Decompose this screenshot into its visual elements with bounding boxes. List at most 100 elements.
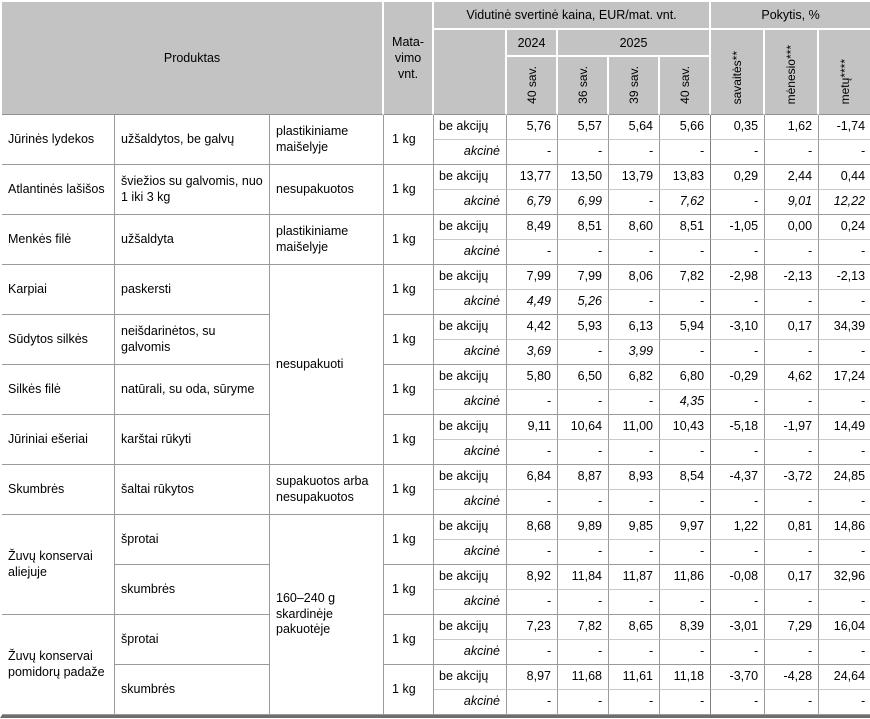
- value-cell: -: [507, 440, 559, 465]
- value-cell: -: [609, 640, 661, 665]
- value-cell: -: [660, 590, 712, 615]
- value-cell: -: [660, 490, 712, 515]
- value-cell: 32,96: [819, 565, 870, 590]
- value-cell: 5,64: [609, 115, 661, 140]
- product-desc-cell: skumbrės: [115, 565, 270, 615]
- value-cell: 13,83: [660, 165, 712, 190]
- price-type-label: akcinė: [434, 540, 508, 565]
- col-header-vidutine-kaina: Vidutinė svertinė kaina, EUR/mat. vnt.: [434, 2, 712, 30]
- product-row-promo-price: akcinė - - - - - - -: [2, 240, 870, 265]
- product-name-cell: Žuvų konservai pomidorų padaže: [2, 615, 115, 715]
- col-header-week-2024-40: 40 sav.: [507, 57, 559, 115]
- value-cell: -: [765, 440, 820, 465]
- value-cell: -: [507, 490, 559, 515]
- value-cell: 7,82: [558, 615, 610, 640]
- value-cell: 3,99: [609, 340, 661, 365]
- unit-cell: 1 kg: [384, 165, 435, 215]
- product-name-cell: Jūrinės lydekos: [2, 115, 115, 165]
- value-cell: -2,13: [765, 265, 820, 290]
- value-cell: -: [711, 590, 766, 615]
- value-cell: 11,86: [660, 565, 712, 590]
- price-type-label: be akcijų: [434, 115, 508, 140]
- col-header-pokytis-savaites: savaitės**: [711, 30, 766, 115]
- value-cell: 8,93: [609, 465, 661, 490]
- product-name-cell: Karpiai: [2, 265, 115, 315]
- value-cell: 7,82: [660, 265, 712, 290]
- week-label: 40 sav.: [677, 66, 692, 104]
- value-cell: 14,49: [819, 415, 870, 440]
- product-desc-cell: natūrali, su oda, sūryme: [115, 365, 270, 415]
- packaging-cell: supakuotos arba nesupakuotos: [270, 465, 385, 515]
- value-cell: 4,42: [507, 315, 559, 340]
- value-cell: -: [558, 490, 610, 515]
- value-cell: -: [609, 440, 661, 465]
- value-cell: -2,13: [819, 265, 870, 290]
- unit-cell: 1 kg: [384, 465, 435, 515]
- value-cell: 24,85: [819, 465, 870, 490]
- value-cell: -: [609, 690, 661, 715]
- value-cell: -: [765, 290, 820, 315]
- value-cell: -: [711, 440, 766, 465]
- value-cell: -: [609, 490, 661, 515]
- value-cell: -3,70: [711, 665, 766, 690]
- product-desc-cell: šprotai: [115, 515, 270, 565]
- value-cell: -3,72: [765, 465, 820, 490]
- value-cell: -: [507, 240, 559, 265]
- value-cell: 8,87: [558, 465, 610, 490]
- value-cell: -: [819, 540, 870, 565]
- value-cell: -: [609, 540, 661, 565]
- price-type-label: akcinė: [434, 390, 508, 415]
- value-cell: -4,28: [765, 665, 820, 690]
- unit-cell: 1 kg: [384, 315, 435, 365]
- value-cell: -: [711, 540, 766, 565]
- price-type-label: be akcijų: [434, 515, 508, 540]
- value-cell: 11,00: [609, 415, 661, 440]
- value-cell: 13,77: [507, 165, 559, 190]
- value-cell: 16,04: [819, 615, 870, 640]
- packaging-cell: plastikiniame maišelyje: [270, 115, 385, 165]
- product-desc-cell: užšaldyta: [115, 215, 270, 265]
- value-cell: 11,68: [558, 665, 610, 690]
- product-row-promo-price: akcinė 6,79 6,99-7,62-9,01 12,22: [2, 190, 870, 215]
- value-cell: 1,62: [765, 115, 820, 140]
- value-cell: -2,98: [711, 265, 766, 290]
- price-type-label: akcinė: [434, 690, 508, 715]
- product-row-regular-price: Žuvų konservai aliejuje šprotai 160–240 g …: [2, 515, 870, 715]
- value-cell: -: [711, 690, 766, 715]
- packaging-cell: plastikiniame maišelyje: [270, 215, 385, 265]
- value-cell: -: [609, 190, 661, 215]
- value-cell: 14,86: [819, 515, 870, 540]
- value-cell: -: [711, 240, 766, 265]
- pokytis-savaites-label: savaitės**: [730, 50, 745, 104]
- value-cell: 0,35: [711, 115, 766, 140]
- value-cell: 11,61: [609, 665, 661, 690]
- value-cell: 6,13: [609, 315, 661, 340]
- price-type-label: be akcijų: [434, 315, 508, 340]
- product-row-regular-price: skumbrės 1 kg be akcijų 8,92 11,84 11,87 11,86…: [2, 565, 870, 615]
- value-cell: -: [711, 390, 766, 415]
- value-cell: 6,82: [609, 365, 661, 390]
- value-cell: 5,94: [660, 315, 712, 340]
- value-cell: 17,24: [819, 365, 870, 390]
- value-cell: -5,18: [711, 415, 766, 440]
- value-cell: -: [507, 640, 559, 665]
- value-cell: -: [819, 290, 870, 315]
- value-cell: 7,99: [558, 265, 610, 290]
- value-cell: -: [660, 290, 712, 315]
- value-cell: -1,05: [711, 215, 766, 240]
- product-row-regular-price: Sūdytos silkės neišdarinėtos, su galvomis…: [2, 315, 870, 365]
- value-cell: -: [711, 290, 766, 315]
- col-header-price-type-empty: [434, 30, 508, 115]
- value-cell: -: [558, 340, 610, 365]
- product-row-regular-price: Menkės filė užšaldyta plastikiniame maišel…: [2, 215, 870, 265]
- value-cell: 8,39: [660, 615, 712, 640]
- price-type-label: akcinė: [434, 240, 508, 265]
- value-cell: -: [558, 440, 610, 465]
- value-cell: 3,69: [507, 340, 559, 365]
- value-cell: -: [660, 690, 712, 715]
- value-cell: -: [558, 540, 610, 565]
- unit-cell: 1 kg: [384, 215, 435, 265]
- product-row-promo-price: akcinė - - - - - - -: [2, 690, 870, 715]
- product-row-regular-price: Silkės filė natūrali, su oda, sūryme 1 kg b…: [2, 365, 870, 415]
